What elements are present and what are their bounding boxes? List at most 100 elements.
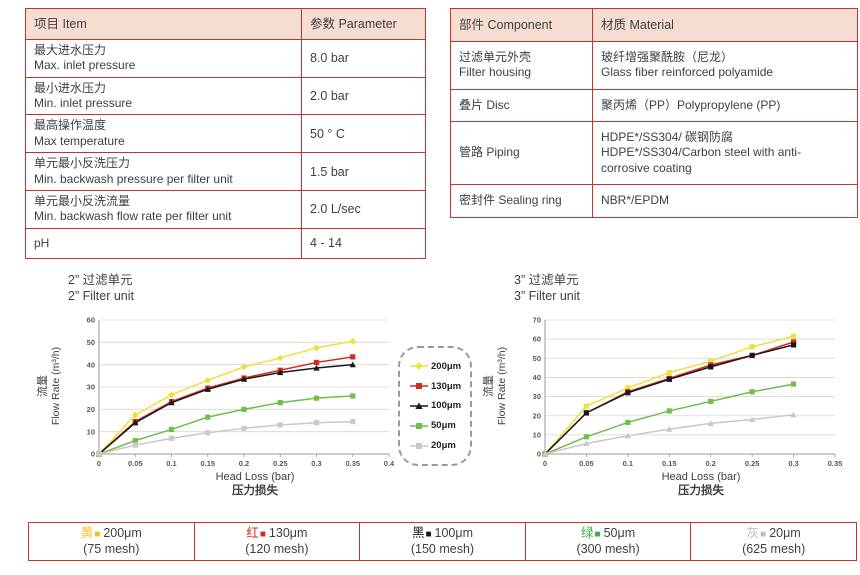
chart-title-en: 2” Filter unit [68,289,134,304]
svg-text:40: 40 [87,360,95,369]
mesh-size: 100μm [434,526,473,540]
svg-text:0.15: 0.15 [200,459,215,468]
item-label-en: Min. backwash pressure per filter unit [34,171,233,186]
item-label-zh: 最小进水压力 [34,80,107,95]
svg-text:0.2: 0.2 [705,459,715,468]
square-marker-icon [410,383,428,390]
chart-title-zh: 3” 过滤单元 [514,273,579,287]
y-axis-label: 流量 Flow Rate (m³/h) [37,296,71,476]
x-axis-label-en: Head Loss (bar) [661,470,741,483]
mesh-legend-cell: 黑■ 100μm (150 mesh) [359,522,526,561]
materials-header-component: 部件 Component [450,8,593,42]
material-cell: 玻纤增强聚酰胺（尼龙） Glass fiber reinforced polya… [592,41,858,90]
spec-value-cell: 2.0 L/sec [301,189,426,229]
chart-3in-filter-unit: 3” 过滤单元 3” Filter unit 流量 Flow Rate (m³/… [483,272,856,499]
table-row: 管路 Piping HDPE*/SS304/ 碳钢防腐 HDPE*/SS304/… [450,121,858,186]
mesh-size: 20μm [769,526,801,540]
item-label-en: Min. backwash flow rate per filter unit [34,209,232,224]
item-label-zh: 最大进水压力 [34,43,107,57]
item-label-en: Max temperature [34,133,125,148]
spec-item-cell: 单元最小反洗流量 Min. backwash flow rate per fil… [25,189,302,229]
svg-text:30: 30 [533,392,541,401]
mesh-legend-cell: 灰■ 20μm (625 mesh) [690,522,857,561]
legend-item: 200μm [409,361,470,372]
component-label-zh: 叠片 Disc [459,97,510,112]
legend-item-label: 130μm [431,380,462,392]
material-label-en: Glass fiber reinforced polyamide [601,65,774,80]
color-name-zh: 灰 [746,526,760,540]
flow-rate-chart-2in: 0 10 20 30 40 50 60 0 0.05 0.1 0.15 0.2 0.25 0.3 0.35 0… [87,315,395,468]
x-axis-label: Head Loss (bar) 压力损失 [546,471,856,499]
materials-header-material: 材质 Material [592,8,858,42]
materials-header-row: 部件 Component 材质 Material [450,8,858,42]
svg-text:0.1: 0.1 [166,459,176,468]
svg-text:0.05: 0.05 [128,459,143,468]
svg-text:20: 20 [533,411,541,420]
spec-header-item: 项目 Item [25,8,302,40]
svg-text:70: 70 [533,315,541,324]
svg-text:0.15: 0.15 [662,459,677,468]
material-cell: 聚丙烯（PP）Polypropylene (PP) [592,88,858,123]
table-row: pH 4 - 14 [25,227,426,259]
table-row: 最小进水压力 Min. inlet pressure 2.0 bar [25,76,426,116]
square-marker-icon [410,442,428,449]
svg-text:0.4: 0.4 [384,459,395,468]
component-cell: 管路 Piping [450,121,593,186]
legend-item: 130μm [409,381,470,392]
chart-title: 2” 过滤单元 2” Filter unit [68,272,410,305]
mesh-size-legend: 黄■ 200μm (75 mesh) 红■ 130μm (120 mesh) 黑■ 1… [28,522,857,561]
item-label-zh: 最高操作温度 [34,118,107,133]
spec-value-cell: 8.0 bar [301,39,426,78]
svg-text:50: 50 [533,353,541,362]
spec-value-cell: 2.0 bar [301,76,426,116]
mesh-size: 200μm [103,526,142,540]
spec-item-cell: pH [25,227,302,259]
spec-value-cell: 50 ° C [301,114,426,154]
color-square-icon: ■ [425,529,432,540]
x-axis-label-zh: 压力损失 [678,485,724,498]
svg-text:0: 0 [537,449,541,458]
materials-table: 部件 Component 材质 Material 过滤单元外壳 Filter h… [450,8,858,218]
y-axis-label: 流量 Flow Rate (m³/h) [483,296,517,476]
svg-text:60: 60 [87,315,95,324]
legend-item-label: 200μm [431,360,462,372]
color-name-zh: 黑 [411,526,425,540]
svg-text:0.35: 0.35 [828,459,843,468]
item-label-zh: 单元最小反洗压力 [34,156,131,171]
mesh-count: (75 mesh) [83,542,140,557]
component-label-zh: 密封件 Sealing ring [459,193,562,208]
y-axis-label-zh: 流量 [37,374,49,397]
spec-value-cell: 4 - 14 [301,227,426,259]
color-name-zh: 黄 [80,526,94,540]
spec-item-cell: 单元最小反洗压力 Min. backwash pressure per filt… [25,152,302,191]
y-axis-label-en: Flow Rate (m³/h) [495,346,508,425]
mesh-size: 130μm [268,526,308,540]
table-row: 过滤单元外壳 Filter housing 玻纤增强聚酰胺（尼龙） Glass … [450,41,858,90]
color-square-icon: ■ [760,529,767,540]
color-name-zh: 红 [246,526,259,540]
material-label-zh: 聚丙烯（PP）Polypropylene (PP) [601,97,781,112]
mesh-count: (625 mesh) [742,542,806,557]
svg-text:0.3: 0.3 [788,459,798,468]
legend-item: 20μm [409,440,470,451]
spec-table: 项目 Item 参数 Parameter 最大进水压力 Max. inlet p… [25,8,426,259]
chart-title-zh: 2” 过滤单元 [68,273,133,287]
table-row: 单元最小反洗压力 Min. backwash pressure per filt… [25,152,426,191]
svg-text:60: 60 [533,334,541,343]
svg-text:40: 40 [533,373,541,382]
x-axis-label: Head Loss (bar) 压力损失 [100,471,410,499]
svg-text:30: 30 [87,382,95,391]
mesh-legend-cell: 黄■ 200μm (75 mesh) [28,522,195,561]
chart-title: 3” 过滤单元 3” Filter unit [514,272,856,305]
svg-text:0.25: 0.25 [745,459,760,468]
mesh-count: (120 mesh) [245,542,309,557]
legend-item: 100μm [409,400,470,411]
svg-text:0.25: 0.25 [273,459,288,468]
spec-value-cell: 1.5 bar [301,152,426,191]
color-square-icon: ■ [259,529,266,540]
material-label-en: HDPE*/SS304/Carbon steel with anti-corro… [601,145,802,175]
chart-title-en: 3” Filter unit [514,289,580,304]
table-row: 单元最小反洗流量 Min. backwash flow rate per fil… [25,189,426,229]
svg-text:0.1: 0.1 [623,459,633,468]
